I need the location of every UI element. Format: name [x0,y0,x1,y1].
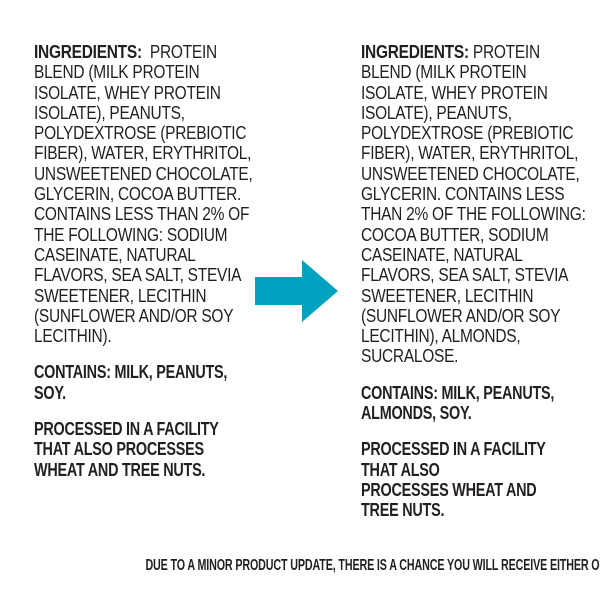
old-ingredients-heading: INGREDIENTS: [34,42,142,62]
right-arrow-icon [255,260,338,322]
new-label-panel: INGREDIENTS: PROTEIN BLEND (MILK PROTEIN… [361,42,600,537]
new-contains-statement: CONTAINS: MILK, PEANUTS, ALMONDS, SOY. [361,382,555,424]
old-contains-statement: CONTAINS: MILK, PEANUTS, SOY. [34,362,228,403]
new-ingredients-heading: INGREDIENTS: [361,42,469,62]
disclaimer: DUE TO A MINOR PRODUCT UPDATE, THERE IS … [0,556,600,576]
old-label-panel: INGREDIENTS: PROTEIN BLEND (MILK PROTEIN… [34,42,344,496]
new-ingredients-body: PROTEIN BLEND (MILK PROTEIN ISOLATE, WHE… [361,42,586,367]
old-facility-statement: PROCESSED IN A FACILITY THAT ALSO PROCES… [34,419,219,480]
new-ingredients-paragraph: INGREDIENTS: PROTEIN BLEND (MILK PROTEIN… [361,42,600,367]
right-arrow-svg [255,260,338,322]
new-facility-statement: PROCESSED IN A FACILITY THAT ALSO PROCES… [361,439,546,521]
old-ingredients-body: PROTEIN BLEND (MILK PROTEIN ISOLATE, WHE… [34,42,253,347]
right-arrow-shape [255,260,338,322]
old-ingredients-paragraph: INGREDIENTS: PROTEIN BLEND (MILK PROTEIN… [34,42,301,346]
disclaimer-text: DUE TO A MINOR PRODUCT UPDATE, THERE IS … [145,557,600,574]
